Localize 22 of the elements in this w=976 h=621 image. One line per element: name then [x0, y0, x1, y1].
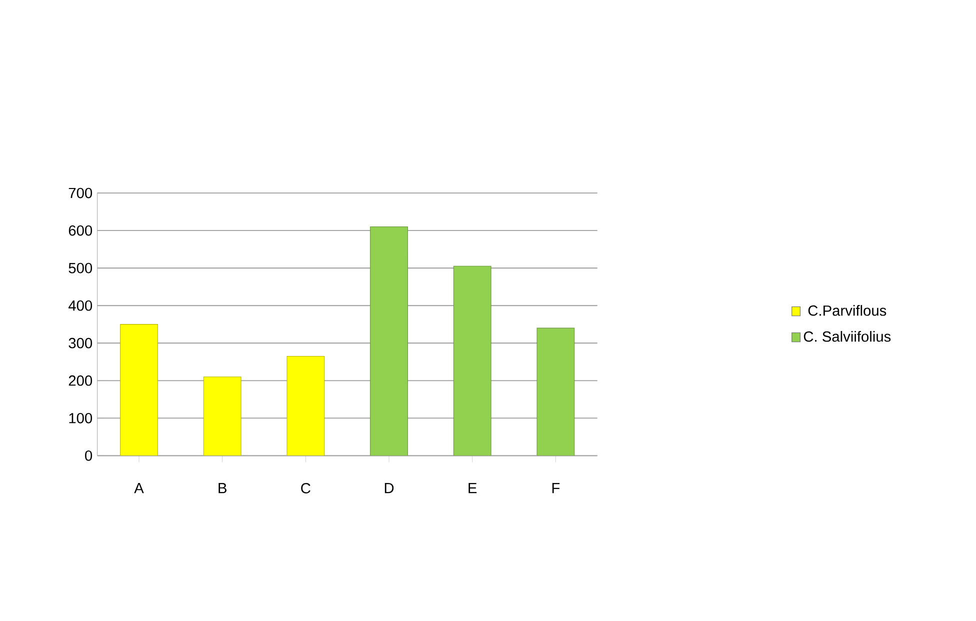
x-tick-label: E — [468, 483, 477, 494]
bar — [370, 226, 408, 456]
y-tick-label: 100 — [69, 412, 92, 424]
y-tick-label: 200 — [68, 375, 92, 386]
y-tick-label: 300 — [68, 338, 92, 348]
bar — [120, 324, 158, 456]
y-tick-label: 500 — [68, 262, 92, 274]
x-tick-label: D — [384, 483, 394, 494]
x-tick-label: A — [134, 483, 144, 494]
x-tick-label: F — [552, 483, 560, 494]
y-tick-label: 700 — [68, 188, 92, 198]
bar — [203, 376, 242, 456]
bar — [453, 266, 492, 456]
bar — [286, 356, 325, 456]
y-tick-label: 600 — [68, 225, 92, 236]
y-tick-label: 0 — [85, 450, 92, 461]
y-tick-label: 400 — [68, 300, 92, 311]
x-tick-label: C — [301, 483, 310, 494]
x-tick-label: B — [218, 483, 226, 494]
bar — [536, 328, 575, 456]
legend-label: C. Salviifolius — [804, 331, 891, 342]
legend-label: C.Parviflous — [808, 305, 886, 316]
